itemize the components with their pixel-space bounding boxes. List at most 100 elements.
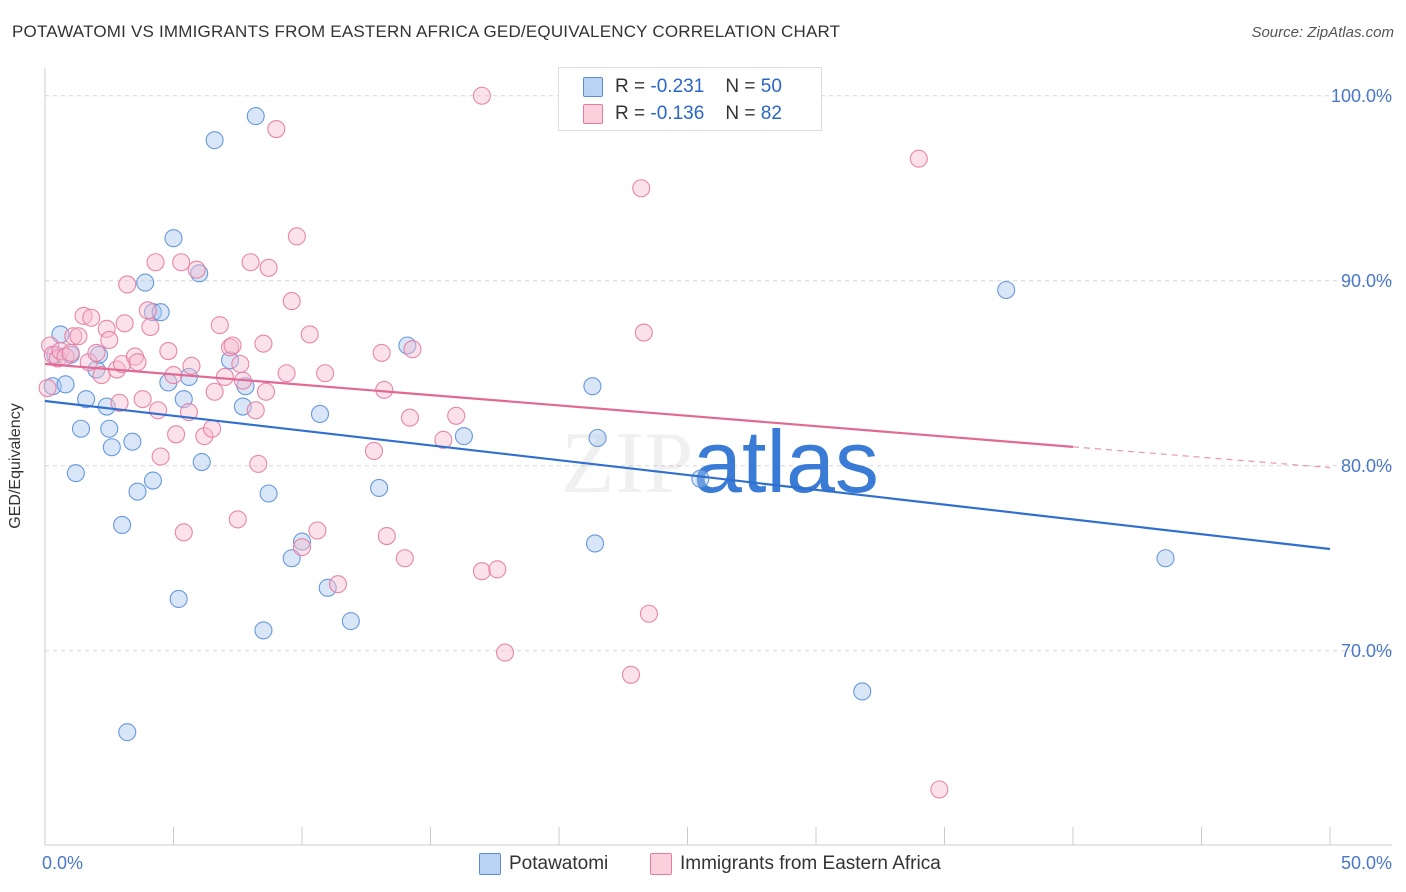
point-eastern-africa-35 [182,356,201,375]
point-eastern-africa-66 [400,408,419,427]
point-eastern-africa-39 [205,382,224,401]
point-potawatomi-38 [370,478,389,498]
point-eastern-africa-49 [249,454,268,473]
point-eastern-africa-69 [447,406,466,425]
point-potawatomi-40 [454,427,473,446]
point-eastern-africa-81 [267,120,286,139]
point-eastern-africa-38 [203,419,222,438]
legend-swatch-eastern-africa [650,853,672,875]
source-label: Source: ZipAtlas.com [1251,24,1394,41]
point-eastern-africa-45 [231,354,250,374]
point-potawatomi-20 [164,229,183,248]
x-tick-label-0: 0.0% [42,853,83,873]
point-eastern-africa-28 [151,447,170,466]
y-tick-label-1: 90.0% [1341,271,1392,291]
point-potawatomi-12 [113,515,132,535]
point-eastern-africa-8 [69,327,88,346]
point-potawatomi-25 [192,452,211,472]
point-eastern-africa-32 [172,253,191,272]
point-potawatomi-44 [691,469,710,488]
point-potawatomi-2 [56,375,75,394]
point-eastern-africa-53 [277,364,296,383]
point-eastern-africa-71 [488,560,507,579]
point-potawatomi-36 [318,578,337,597]
x-tick-label-1: 50.0% [1341,853,1392,873]
point-potawatomi-14 [128,482,147,501]
point-eastern-africa-23 [133,390,152,409]
point-potawatomi-43 [585,534,605,553]
point-eastern-africa-48 [246,401,265,420]
point-eastern-africa-47 [241,253,260,272]
legend-label-eastern-africa: Immigrants from Eastern Africa [680,853,941,874]
point-eastern-africa-56 [292,538,312,557]
point-eastern-africa-7 [64,327,83,346]
point-eastern-africa-68 [434,430,453,449]
point-eastern-africa-15 [100,330,119,350]
point-potawatomi-31 [254,621,273,640]
point-potawatomi-32 [259,484,278,503]
trend-line-extension-eastern-africa [1072,446,1331,469]
point-potawatomi-26 [205,131,224,150]
point-potawatomi-10 [102,438,121,457]
trend-line-eastern-africa [44,362,1074,448]
point-potawatomi-21 [169,589,188,609]
point-eastern-africa-43 [223,336,242,355]
point-potawatomi-30 [246,107,265,126]
point-eastern-africa-11 [82,308,101,327]
point-eastern-africa-64 [377,526,396,546]
point-eastern-africa-62 [372,343,391,362]
point-potawatomi-6 [77,390,96,409]
point-potawatomi-13 [123,432,142,451]
point-eastern-africa-70 [472,562,491,581]
point-potawatomi-45 [853,682,872,701]
eastern-africa-stats: R = -0.136 N = 82 [615,103,782,124]
point-eastern-africa-31 [167,425,186,444]
point-eastern-africa-22 [128,353,147,372]
point-eastern-africa-55 [287,227,306,246]
point-eastern-africa-58 [308,521,327,540]
point-eastern-africa-17 [110,393,129,412]
point-eastern-africa-80 [472,86,491,105]
point-eastern-africa-72 [495,643,515,662]
point-eastern-africa-67 [403,340,422,359]
point-potawatomi-16 [143,471,162,490]
potawatomi-stats: R = -0.231 N = 50 [615,76,782,97]
point-potawatomi-41 [583,377,602,396]
point-eastern-africa-24 [138,301,157,320]
point-eastern-africa-73 [621,665,641,684]
point-potawatomi-46 [997,280,1016,300]
point-eastern-africa-61 [364,441,384,461]
point-potawatomi-34 [292,532,312,551]
point-potawatomi-42 [588,428,607,448]
point-eastern-africa-78 [909,149,928,168]
point-potawatomi-35 [310,404,330,424]
point-eastern-africa-37 [195,427,214,446]
point-potawatomi-11 [100,419,119,438]
point-potawatomi-48 [118,723,137,742]
point-eastern-africa-33 [174,523,193,542]
point-eastern-africa-27 [149,401,168,420]
point-eastern-africa-59 [316,364,335,383]
point-eastern-africa-51 [256,382,276,401]
point-eastern-africa-44 [228,510,247,529]
y-tick-label-3: 70.0% [1341,641,1392,661]
trend-line-potawatomi [44,399,1331,551]
y-tick-label-2: 80.0% [1341,456,1392,476]
stats-legend: R = -0.231 N = 50 R = -0.136 N = 82 [558,67,822,131]
potawatomi-swatch [583,77,603,97]
chart-title: POTAWATOMI VS IMMIGRANTS FROM EASTERN AF… [12,22,841,41]
point-potawatomi-33 [282,549,301,568]
point-eastern-africa-65 [395,549,414,568]
point-eastern-africa-76 [639,604,659,623]
point-eastern-africa-52 [259,258,278,277]
point-eastern-africa-9 [74,306,93,325]
y-tick-label-0: 100.0% [1331,86,1392,106]
point-eastern-africa-29 [159,341,178,361]
point-eastern-africa-60 [328,575,348,594]
point-eastern-africa-75 [634,323,653,342]
point-eastern-africa-50 [254,334,273,353]
point-potawatomi-5 [66,464,85,483]
point-eastern-africa-42 [220,338,240,357]
point-potawatomi-47 [1156,549,1175,568]
